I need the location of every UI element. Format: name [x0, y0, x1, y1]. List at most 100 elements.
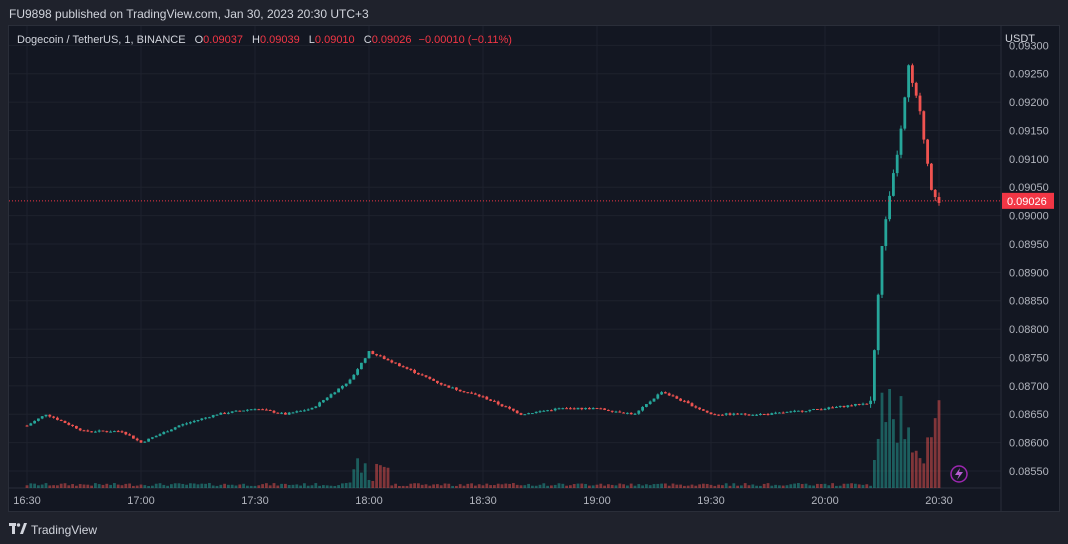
candle-body	[561, 408, 565, 410]
candle-body	[614, 411, 618, 413]
candle-body	[173, 427, 177, 430]
candle-body	[151, 437, 154, 439]
candle-body	[341, 385, 344, 389]
volume-bar	[572, 484, 576, 488]
candle-body	[774, 412, 777, 414]
volume-bar	[686, 485, 690, 488]
volume-bar	[485, 483, 489, 488]
candle-body	[56, 417, 59, 420]
volume-bar	[363, 463, 367, 488]
volume-bar	[33, 483, 36, 488]
candle-body	[257, 409, 261, 411]
volume-bar	[162, 484, 166, 488]
volume-bar	[895, 442, 899, 488]
candlestick-chart[interactable]: 0.09026 0.093000.092500.092000.091500.09…	[9, 26, 1059, 511]
candle-body	[903, 97, 907, 129]
candle-body	[455, 387, 458, 390]
candle-body	[363, 358, 367, 363]
candle-body	[876, 294, 880, 351]
candle-body	[439, 382, 443, 385]
chart-frame[interactable]: 0.09026 0.09300 0.09250 0.09200 0.09150 0.09…	[8, 25, 1060, 512]
candle-body	[664, 392, 667, 394]
lightning-icon[interactable]	[950, 465, 968, 483]
candle-body	[310, 407, 314, 410]
volume-bar	[192, 483, 196, 488]
volume-bar	[713, 485, 717, 488]
volume-bar	[257, 485, 261, 488]
candles	[25, 63, 941, 443]
volume-bar	[854, 483, 857, 488]
volume-bar	[774, 484, 777, 488]
time-axis[interactable]: 16:30 17:00 17:30 18:00 18:30 19:00 19:30 20:00…	[13, 495, 953, 507]
volume-bar	[329, 485, 333, 488]
candle-body	[116, 431, 120, 433]
candle-body	[911, 65, 914, 83]
volume-bar	[857, 484, 861, 488]
candle-body	[139, 440, 143, 443]
candle-body	[398, 363, 401, 367]
volume-bar	[907, 427, 910, 488]
last-price-label: 0.09026	[1007, 196, 1047, 208]
volume-bar	[816, 483, 819, 488]
candle-body	[747, 414, 751, 416]
volume-bar	[386, 467, 390, 488]
volume-bar	[831, 483, 834, 488]
candle-body	[185, 423, 188, 425]
candle-body	[591, 408, 595, 410]
volume-bar	[132, 485, 135, 488]
volume-bar	[420, 484, 424, 488]
volume-bar	[417, 483, 420, 488]
volume-bar	[303, 483, 306, 488]
volume-bar	[409, 483, 413, 488]
volume-bar	[375, 463, 378, 488]
candle-body	[113, 431, 116, 433]
candle-body	[356, 369, 359, 375]
candle-body	[329, 394, 333, 398]
volume-bar	[648, 485, 652, 488]
volume-bar	[466, 483, 470, 488]
candle-body	[242, 410, 245, 412]
candle-body	[702, 409, 705, 411]
volume-bar	[785, 485, 789, 488]
price-tick-label: 0.08850	[1009, 296, 1049, 308]
candle-body	[831, 407, 834, 409]
volume-bar	[37, 485, 40, 488]
volume-bar	[808, 485, 812, 488]
volume-bar	[204, 483, 207, 488]
candle-body	[534, 411, 538, 414]
volume-bar	[888, 388, 891, 488]
candle-body	[781, 412, 785, 414]
volume-bar	[747, 485, 751, 488]
candle-body	[937, 197, 941, 203]
candle-body	[531, 413, 534, 415]
published-info: FU9898 published on TradingView.com, Jan…	[9, 7, 369, 21]
volume-bar	[101, 484, 105, 488]
volume-bar	[873, 459, 876, 488]
candle-body	[424, 375, 428, 377]
candle-body	[671, 395, 675, 397]
candle-body	[306, 409, 310, 411]
bottom-bar: TradingView	[0, 514, 1068, 544]
symbol-name[interactable]: Dogecoin / TetherUS, 1, BINANCE	[17, 34, 186, 46]
brand[interactable]: TradingView	[9, 523, 97, 537]
volume-bar	[344, 483, 348, 488]
volume-bar	[439, 485, 443, 488]
candle-body	[629, 412, 633, 415]
volume-bar	[215, 485, 219, 488]
volume-bar	[455, 485, 458, 488]
price-axis[interactable]: 0.09300 0.09250 0.09200 0.09150 0.09100 0.090…	[1009, 40, 1049, 478]
volume-bar	[447, 483, 451, 488]
time-tick-label: 20:00	[811, 495, 839, 507]
volume-bar	[314, 483, 318, 488]
volume-bar	[622, 484, 625, 488]
candle-body	[295, 411, 299, 413]
volume-bar	[356, 458, 359, 488]
candle-body	[686, 401, 690, 404]
volume-bar	[470, 483, 473, 488]
candle-body	[728, 413, 732, 415]
candle-body	[698, 407, 701, 410]
volume-bar	[512, 483, 515, 488]
volume-bar	[683, 485, 686, 488]
price-tick-label: 0.08650	[1009, 409, 1049, 421]
volume-bar	[489, 485, 492, 488]
